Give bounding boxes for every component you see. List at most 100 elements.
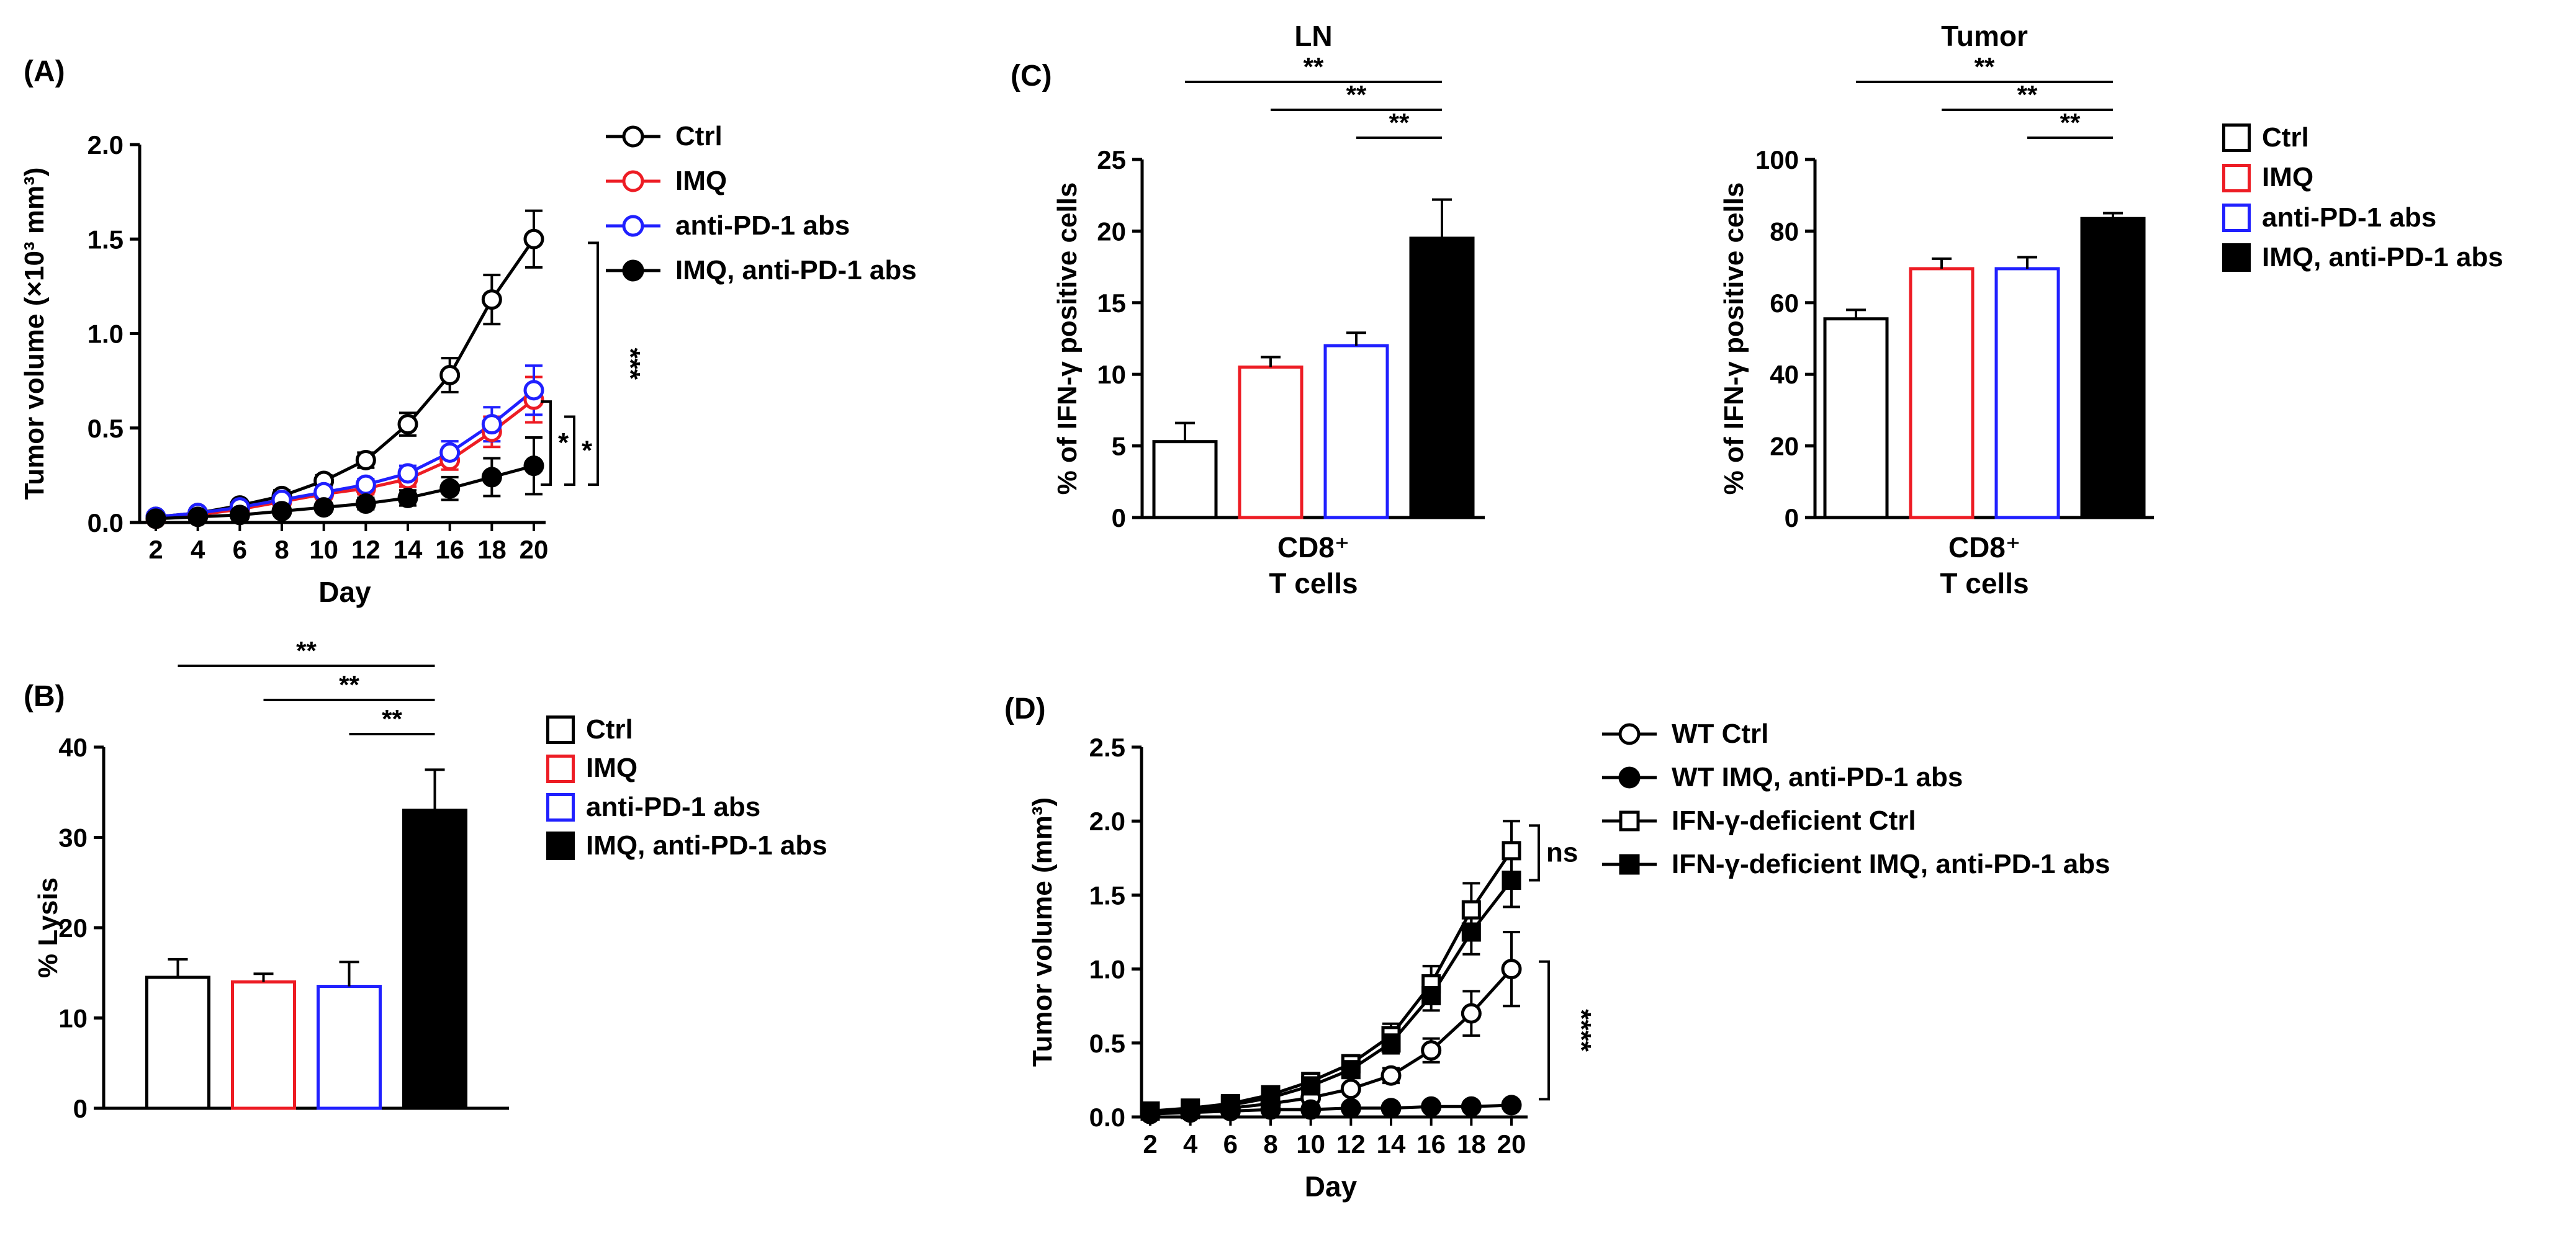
svg-text:**: **: [1304, 52, 1324, 81]
legend-swatch: [546, 792, 575, 822]
legend-item: IMQ: [546, 753, 827, 783]
legend-label: anti-PD-1 abs: [586, 791, 761, 822]
legend-swatch: [546, 832, 575, 861]
legend-label: anti-PD-1 abs: [2262, 202, 2437, 233]
svg-text:*: *: [582, 435, 593, 465]
svg-text:Tumor volume (mm³): Tumor volume (mm³): [1027, 797, 1058, 1067]
svg-text:Tumor: Tumor: [1941, 20, 2028, 52]
svg-text:**: **: [339, 670, 359, 699]
legend-label: IMQ: [675, 165, 727, 196]
svg-text:0: 0: [1112, 503, 1126, 532]
panel-b-label: (B): [24, 680, 65, 713]
svg-text:**: **: [2017, 80, 2038, 109]
legend-item: Ctrl: [546, 714, 827, 745]
legend-label: Ctrl: [586, 714, 633, 745]
legend-label: WT IMQ, anti-PD-1 abs: [1672, 761, 1963, 792]
svg-text:100: 100: [1755, 145, 1799, 174]
legend-label: WT Ctrl: [1672, 718, 1769, 749]
legend-panel-c: Ctrl IMQ anti-PD-1 abs IMQ, anti-PD-1 abs: [2222, 122, 2503, 273]
filled-circle-marker-icon: [606, 259, 660, 282]
svg-text:10: 10: [1296, 1129, 1325, 1159]
legend-swatch: [546, 715, 575, 745]
svg-text:4: 4: [1183, 1129, 1198, 1159]
svg-text:20: 20: [58, 913, 88, 943]
open-circle-marker-icon: [1602, 723, 1657, 745]
svg-text:**: **: [1346, 80, 1367, 109]
svg-text:4: 4: [191, 535, 205, 564]
panel-a-label: (A): [24, 55, 65, 88]
legend-item: anti-PD-1 abs: [546, 792, 827, 822]
open-circle-marker-icon: [606, 125, 660, 148]
svg-text:Day: Day: [318, 576, 371, 608]
svg-text:20: 20: [520, 535, 549, 564]
svg-text:18: 18: [1457, 1129, 1486, 1159]
svg-text:25: 25: [1097, 145, 1126, 174]
svg-text:ns: ns: [1546, 837, 1578, 868]
legend-panel-a: Ctrl IMQ anti-PD-1 abs IMQ, anti-PD-1 abs: [602, 121, 917, 286]
chart-d-tumor-volume-line: 0.0 0.5 1.0 1.5 2.0 2.5 Tumor volume (mm³) 2 4 6 8…: [1027, 733, 1596, 1203]
svg-text:2.0: 2.0: [1089, 807, 1125, 836]
svg-text:0.0: 0.0: [88, 508, 124, 537]
legend-panel-d: WT Ctrl WT IMQ, anti-PD-1 abs IFN-γ-defici…: [1598, 719, 2110, 880]
legend-item: Ctrl: [602, 121, 917, 152]
chart-a-tumor-volume-line: 0.0 0.5 1.0 1.5 2.0 Tumor volume (×10³ mm³) 2 4…: [19, 130, 646, 608]
svg-text:T cells: T cells: [1940, 567, 2029, 599]
svg-text:% of IFN-γ positive cells: % of IFN-γ positive cells: [1052, 182, 1083, 495]
svg-text:2.5: 2.5: [1089, 733, 1125, 762]
svg-text:2: 2: [1143, 1129, 1157, 1159]
svg-text:40: 40: [58, 733, 88, 762]
svg-text:Day: Day: [1305, 1170, 1358, 1203]
legend-label: IFN-γ-deficient Ctrl: [1672, 805, 1916, 836]
legend-label: IMQ: [586, 753, 638, 784]
svg-text:10: 10: [1097, 360, 1126, 389]
legend-item: anti-PD-1 abs: [2222, 202, 2503, 233]
svg-text:Tumor volume (×10³ mm³): Tumor volume (×10³ mm³): [19, 168, 50, 500]
open-circle-marker-icon: [606, 170, 660, 192]
filled-circle-marker-icon: [1602, 766, 1657, 789]
svg-text:16: 16: [1416, 1129, 1446, 1159]
svg-text:LN: LN: [1294, 20, 1332, 52]
legend-swatch: [2222, 243, 2251, 272]
svg-text:1.5: 1.5: [1089, 881, 1125, 910]
svg-text:8: 8: [1263, 1129, 1277, 1159]
legend-item: IFN-γ-deficient IMQ, anti-PD-1 abs: [1598, 849, 2110, 880]
svg-text:2: 2: [148, 535, 163, 564]
svg-text:10: 10: [58, 1004, 88, 1033]
legend-swatch: [546, 754, 575, 783]
svg-text:30: 30: [58, 823, 88, 853]
svg-text:**: **: [296, 636, 317, 665]
legend-item: IMQ: [602, 166, 917, 197]
svg-text:% of IFN-γ positive cells: % of IFN-γ positive cells: [1719, 182, 1749, 495]
chart-b-lysis-bar: 0 10 20 30 40 % Lysis ** ** **: [33, 636, 509, 1123]
panel-c-label: (C): [1011, 60, 1052, 92]
svg-text:12: 12: [1336, 1129, 1366, 1159]
legend-item: IMQ, anti-PD-1 abs: [2222, 242, 2503, 272]
svg-text:1.0: 1.0: [1089, 955, 1125, 984]
legend-label: IMQ: [2262, 162, 2314, 193]
svg-text:****: ****: [1566, 1009, 1596, 1052]
legend-label: IMQ, anti-PD-1 abs: [675, 254, 917, 285]
svg-text:0.5: 0.5: [88, 414, 124, 443]
svg-text:2.0: 2.0: [88, 130, 124, 159]
legend-swatch: [2222, 163, 2251, 192]
svg-text:*: *: [558, 428, 569, 458]
svg-text:T cells: T cells: [1269, 567, 1358, 599]
svg-text:**: **: [382, 704, 402, 733]
svg-text:8: 8: [274, 535, 289, 564]
svg-text:60: 60: [1770, 289, 1799, 318]
svg-text:1.0: 1.0: [88, 320, 124, 349]
svg-text:20: 20: [1770, 432, 1799, 461]
svg-text:15: 15: [1097, 289, 1126, 318]
svg-text:12: 12: [351, 535, 381, 564]
svg-text:***: ***: [615, 348, 646, 380]
svg-text:6: 6: [233, 535, 247, 564]
open-square-marker-icon: [1602, 810, 1657, 832]
chart-c-ln-ifng-bar: 0 5 10 15 20 25 % of IFN-γ positive cells ** ** *…: [1052, 20, 1485, 599]
legend-panel-b: Ctrl IMQ anti-PD-1 abs IMQ, anti-PD-1 abs: [546, 714, 827, 861]
filled-square-marker-icon: [1602, 854, 1657, 875]
legend-swatch: [2222, 123, 2251, 153]
legend-swatch: [2222, 203, 2251, 232]
svg-text:20: 20: [1497, 1129, 1526, 1159]
svg-text:CD8⁺: CD8⁺: [1277, 531, 1349, 563]
